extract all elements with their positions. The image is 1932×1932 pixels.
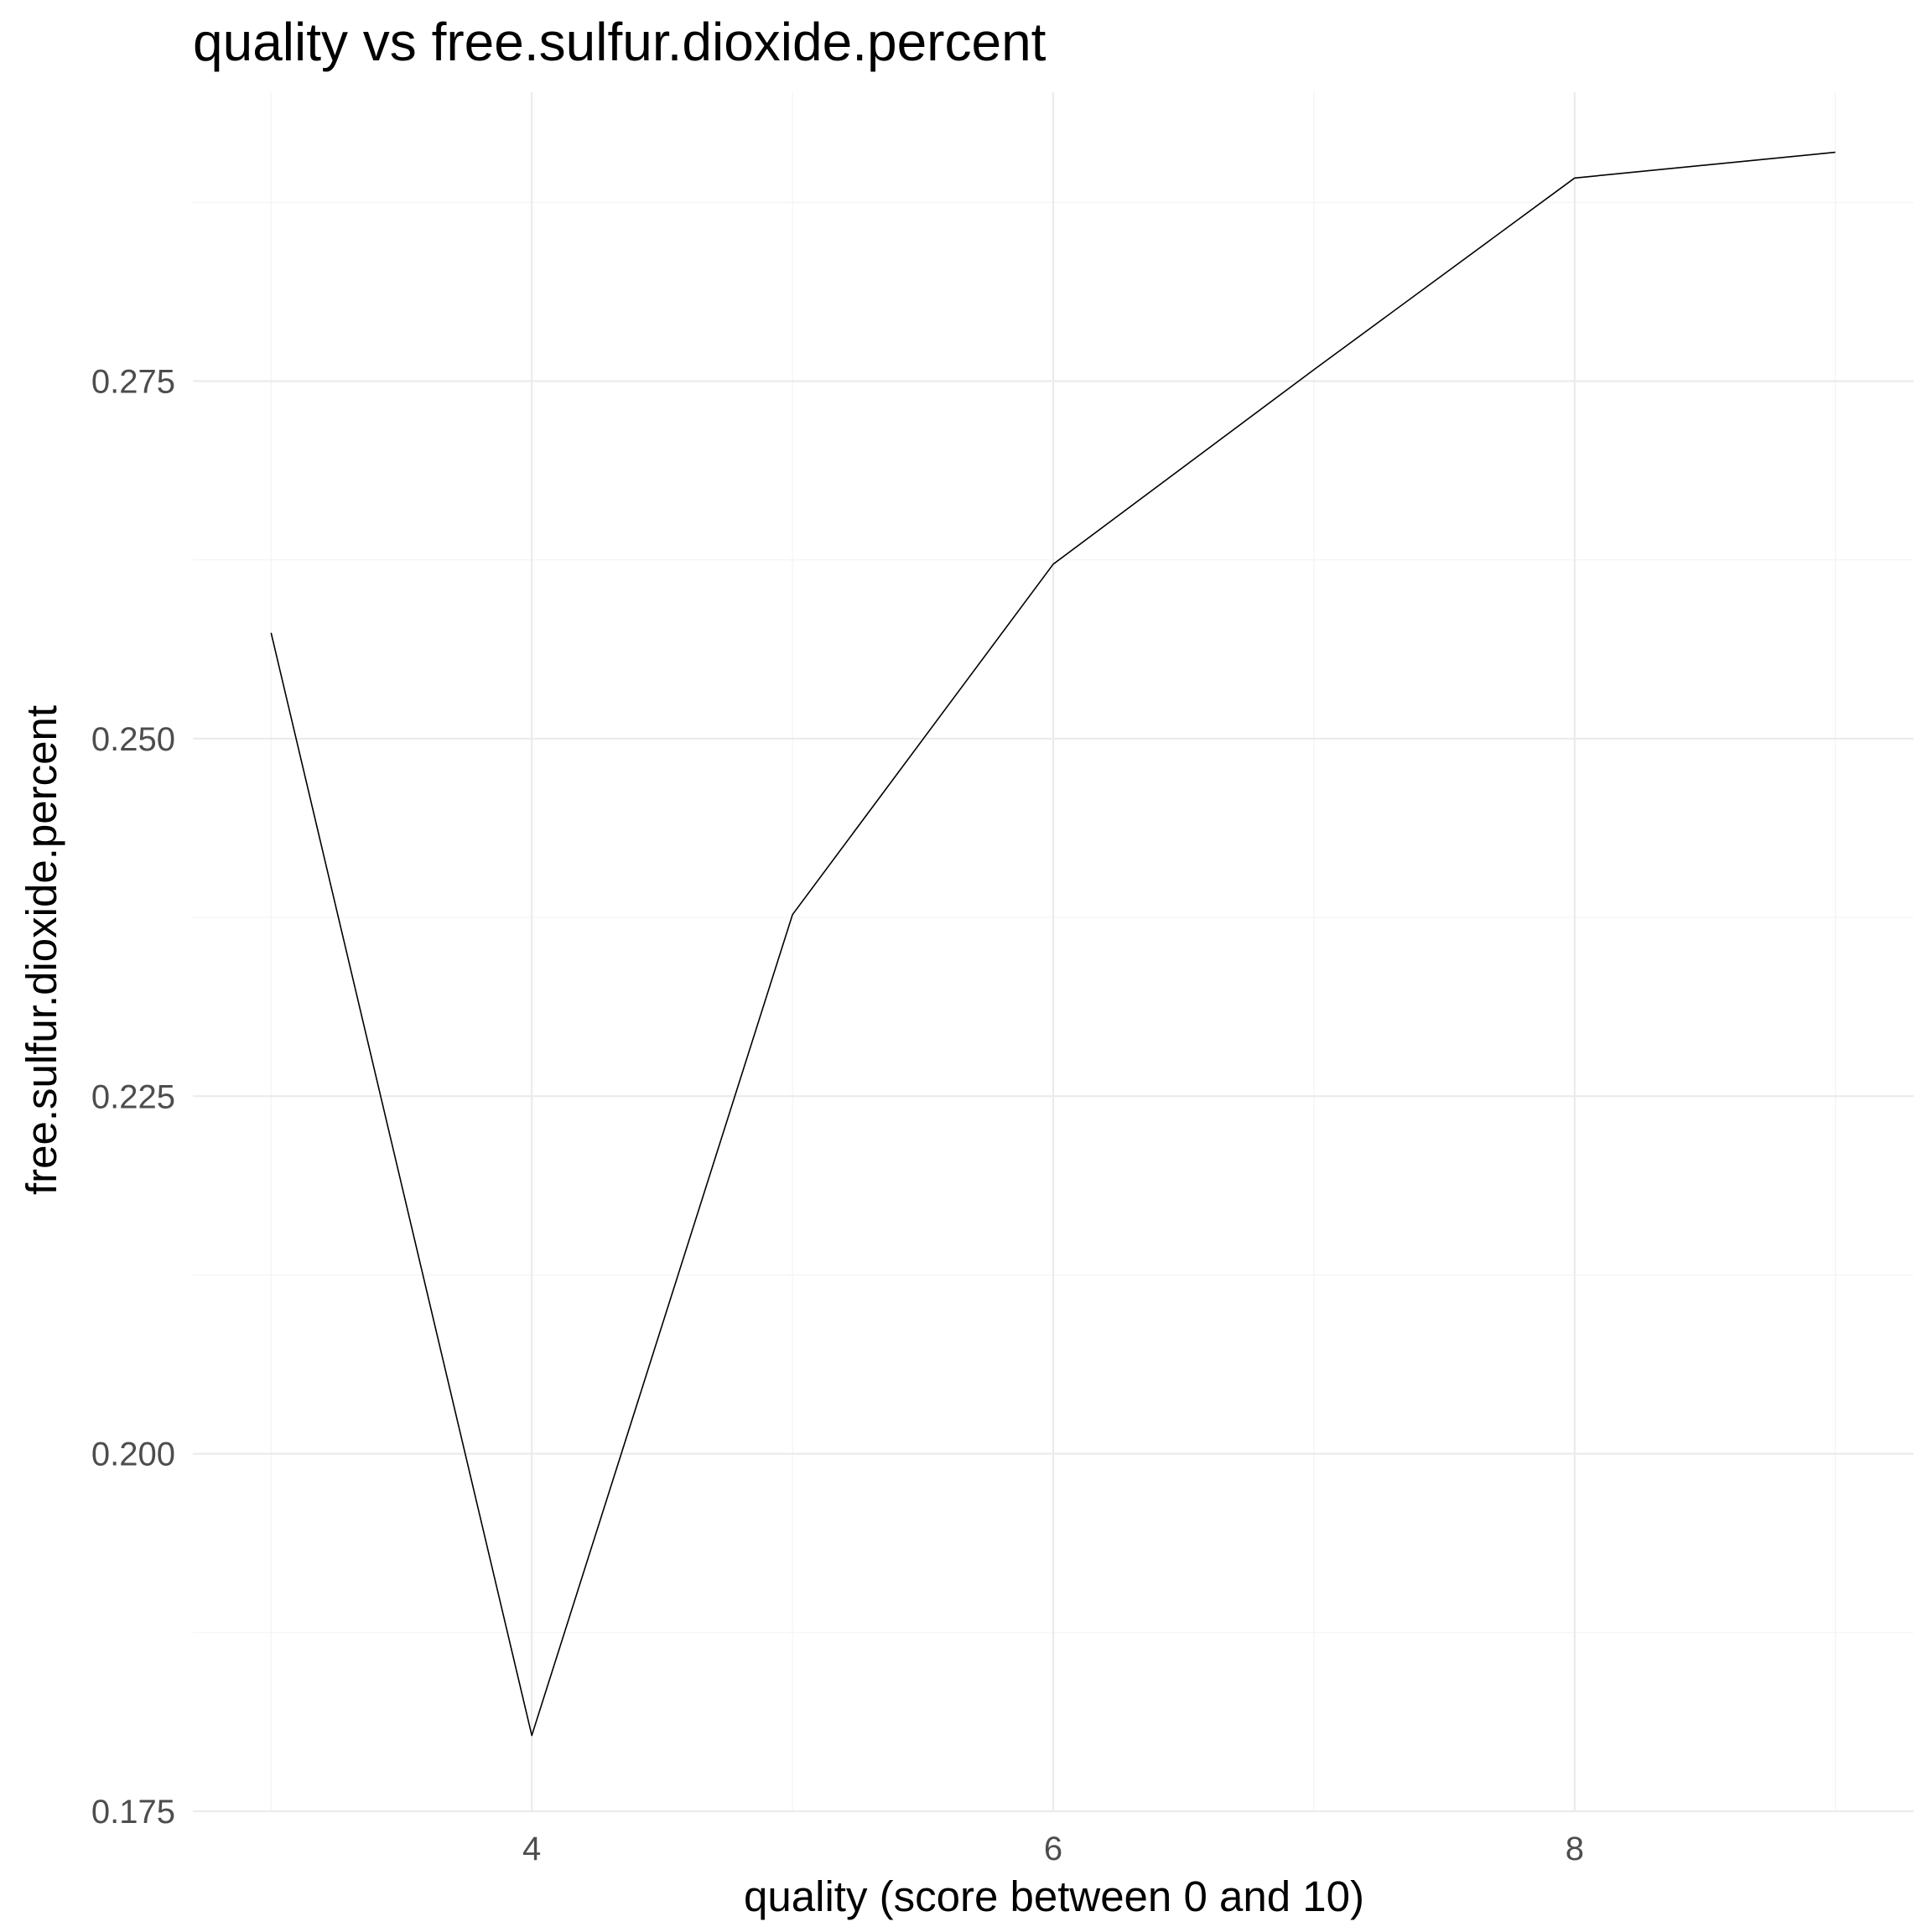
series-layer	[270, 151, 1836, 1737]
y-tick-label: 0.200	[91, 1436, 175, 1473]
y-axis-title: free.sulfur.dioxide.percent	[18, 705, 65, 1195]
x-tick-label: 8	[1566, 1831, 1584, 1867]
x-tick-label: 6	[1044, 1831, 1062, 1867]
chart-title: quality vs free.sulfur.dioxide.percent	[193, 12, 1046, 72]
y-tick-label: 0.275	[91, 364, 175, 401]
y-axis-tick-labels: 0.175 0.200 0.225 0.250 0.275	[91, 364, 175, 1831]
y-tick-label: 0.175	[91, 1794, 175, 1831]
data-line	[270, 151, 1836, 1737]
x-axis-title: quality (score between 0 and 10)	[744, 1872, 1364, 1920]
y-tick-label: 0.225	[91, 1078, 175, 1115]
x-tick-label: 4	[522, 1831, 541, 1867]
x-axis-tick-labels: 4 6 8	[522, 1831, 1584, 1867]
y-tick-label: 0.250	[91, 721, 175, 758]
major-gridlines	[193, 92, 1914, 1813]
